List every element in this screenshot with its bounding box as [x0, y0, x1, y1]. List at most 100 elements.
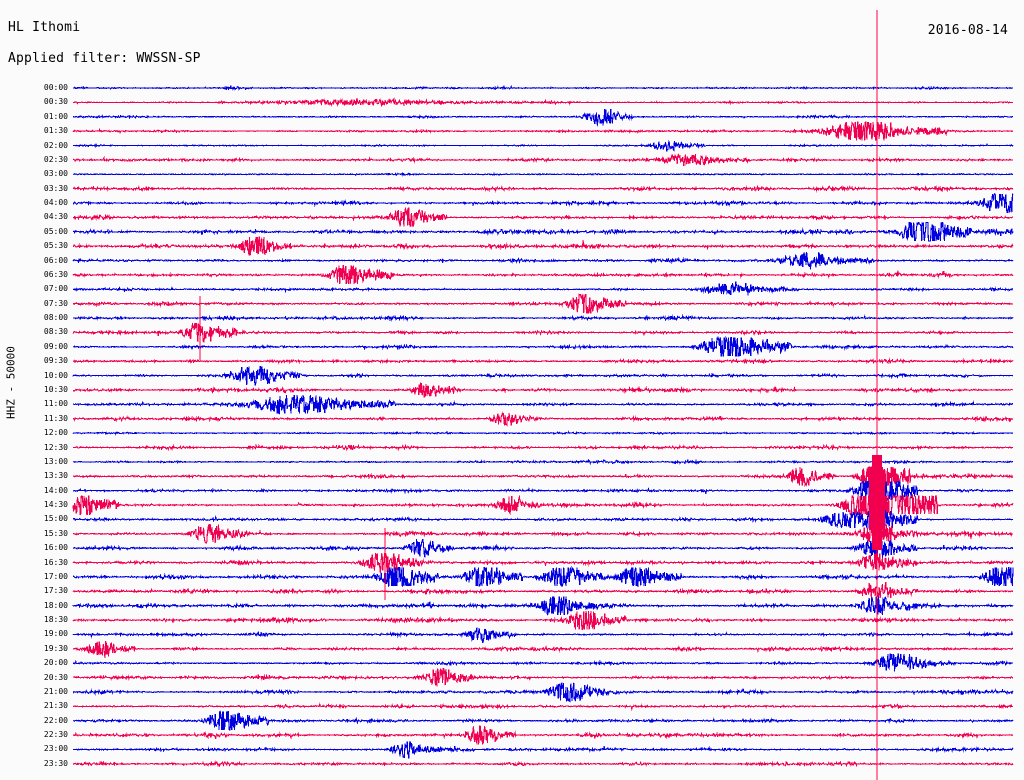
trace-line [72, 84, 1014, 92]
major-event-saturation [869, 470, 885, 530]
station-title: HL Ithomi [8, 20, 81, 35]
trace-line [72, 641, 1014, 659]
time-label: 14:00 [43, 485, 68, 495]
time-label: 12:30 [43, 442, 68, 452]
time-label: 00:00 [43, 83, 68, 92]
trace-line [72, 97, 1014, 108]
trace-line [72, 323, 1014, 343]
trace-line [72, 653, 1014, 672]
trace-line [72, 430, 1013, 436]
time-label: 14:30 [43, 500, 68, 510]
trace-line [72, 365, 1014, 386]
trace-line [72, 184, 1014, 193]
trace-line [72, 458, 1014, 466]
major-event-saturation [872, 455, 882, 550]
time-label: 11:00 [43, 399, 68, 409]
trace-line [72, 394, 1014, 415]
time-label: 17:00 [43, 571, 68, 581]
trace-line [72, 725, 1014, 745]
trace-line [72, 382, 1014, 398]
time-label: 17:30 [43, 586, 68, 596]
time-label: 22:30 [43, 730, 68, 740]
time-label: 00:30 [43, 97, 68, 107]
time-label: 06:30 [43, 269, 68, 279]
trace-line [72, 206, 1014, 227]
time-label: 04:00 [43, 198, 68, 208]
time-label: 07:00 [43, 284, 68, 294]
trace-line [72, 582, 1014, 599]
time-label: 05:00 [43, 226, 68, 236]
trace-line [72, 335, 1014, 357]
trace-line [72, 760, 1014, 768]
time-label: 09:00 [43, 341, 68, 351]
time-label: 03:30 [43, 183, 68, 193]
time-label: 19:30 [43, 643, 68, 653]
trace-line [72, 172, 1014, 177]
time-label: 10:30 [43, 384, 68, 394]
time-label: 06:00 [43, 255, 68, 265]
trace-line [72, 522, 1014, 545]
time-label: 03:00 [43, 169, 68, 179]
applied-filter-label: Applied filter: WWSSN-SP [8, 51, 201, 66]
trace-line [72, 265, 1014, 285]
time-label: 01:00 [43, 111, 68, 121]
time-label: 08:30 [43, 327, 68, 337]
time-label: 23:00 [43, 744, 68, 754]
time-label: 10:00 [43, 370, 68, 380]
time-label: 19:00 [43, 629, 68, 639]
time-label: 09:30 [43, 356, 68, 366]
time-label: 13:00 [43, 456, 68, 466]
trace-line [73, 411, 1014, 427]
time-label: 02:30 [43, 154, 68, 164]
trace-line [72, 596, 1014, 617]
time-label: 02:00 [43, 140, 68, 150]
time-label: 15:30 [43, 528, 68, 538]
time-label: 18:00 [43, 600, 68, 610]
time-label: 16:30 [43, 557, 68, 567]
trace-line [72, 667, 1014, 687]
trace-line [72, 493, 1014, 516]
trace-line [72, 710, 1014, 731]
time-label: 15:00 [43, 514, 68, 524]
trace-line [72, 152, 1013, 166]
trace-line [72, 109, 1014, 127]
trace-line [72, 193, 1014, 213]
time-label: 18:30 [43, 615, 68, 625]
trace-line [72, 480, 1014, 501]
trace-line [72, 251, 1014, 270]
trace-line [72, 702, 1014, 712]
trace-line [72, 565, 1014, 588]
trace-line [72, 222, 1014, 242]
time-label: 13:30 [43, 471, 68, 481]
time-label: 07:30 [43, 298, 68, 308]
time-label: 21:00 [43, 686, 68, 696]
trace-line [73, 740, 1014, 759]
date-label: 2016-08-14 [927, 23, 1008, 38]
trace-line [72, 610, 1014, 630]
time-label: 21:30 [43, 701, 68, 711]
trace-line [72, 139, 1014, 152]
trace-line [72, 553, 1014, 573]
trace-line [72, 443, 1014, 452]
time-label: 05:30 [43, 241, 68, 251]
time-label: 20:00 [43, 658, 68, 668]
trace-line [72, 314, 1014, 322]
time-label: 20:30 [43, 672, 68, 682]
trace-line [72, 293, 1014, 314]
trace-line [72, 281, 1014, 296]
time-label: 01:30 [43, 126, 68, 136]
trace-line [72, 357, 1014, 365]
time-label: 11:30 [43, 413, 68, 423]
trace-line [72, 236, 1014, 256]
time-label: 23:30 [43, 758, 68, 768]
time-label: 04:30 [43, 212, 68, 222]
trace-line [72, 627, 1014, 644]
time-label: 16:00 [43, 543, 68, 553]
trace-line [72, 466, 1014, 488]
trace-line [73, 538, 1013, 558]
time-label: 22:00 [43, 715, 68, 725]
trace-line [72, 682, 1014, 703]
